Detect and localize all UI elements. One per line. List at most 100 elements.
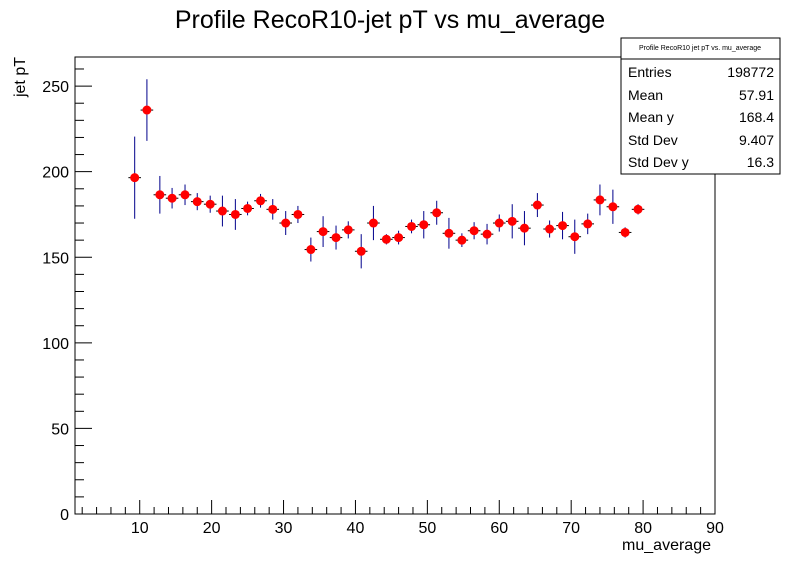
point-marker: [620, 227, 630, 237]
data-point: [518, 211, 531, 246]
data-point: [480, 223, 494, 245]
stats-label-std-dev: Std Dev: [628, 132, 678, 148]
stats-value-std-dev: 9.407: [739, 132, 774, 148]
data-point: [203, 195, 217, 213]
data-point: [128, 136, 141, 219]
data-point: [568, 219, 582, 254]
x-tick-label: 90: [706, 520, 724, 537]
data-point: [165, 187, 179, 209]
point-marker: [130, 173, 140, 183]
data-point: [329, 225, 343, 250]
stats-label-std-dev-y: Std Dev y: [628, 154, 689, 170]
point-marker: [608, 202, 618, 212]
point-marker: [205, 199, 215, 209]
data-point: [279, 211, 292, 236]
point-marker: [570, 232, 580, 242]
point-marker: [192, 197, 202, 207]
point-marker: [545, 224, 555, 234]
data-point: [140, 79, 154, 141]
stats-box: Profile RecoR10 jet pT vs. mu_average En…: [620, 37, 781, 175]
point-marker: [558, 221, 568, 231]
x-tick-label: 80: [634, 520, 652, 537]
data-point: [618, 227, 632, 238]
data-point: [543, 220, 556, 238]
point-marker: [293, 209, 303, 219]
point-marker: [268, 204, 278, 214]
y-tick-label: 100: [42, 336, 69, 353]
point-marker: [142, 105, 152, 115]
point-marker: [281, 218, 291, 228]
point-marker: [217, 206, 227, 216]
data-point: [266, 199, 280, 220]
axis-tick-labels: 10 20 30 40 50 60 70 80 90 0 50 100 150 200 250: [42, 79, 724, 537]
data-point: [430, 200, 443, 225]
x-axis-label: mu_average: [622, 537, 711, 554]
data-point: [190, 193, 204, 211]
data-point: [442, 217, 456, 249]
point-marker: [432, 208, 442, 218]
point-marker: [407, 221, 417, 231]
stats-box-title: Profile RecoR10 jet pT vs. mu_average: [639, 45, 761, 52]
stats-label-entries: Entries: [628, 64, 672, 80]
point-marker: [633, 204, 643, 214]
point-marker: [457, 235, 467, 245]
point-marker: [444, 228, 454, 238]
data-point: [178, 184, 192, 206]
axis-ticks: [75, 68, 716, 515]
point-marker: [394, 233, 404, 243]
data-point: [631, 204, 645, 215]
point-marker: [318, 227, 328, 237]
x-tick-label: 20: [203, 520, 221, 537]
data-point: [467, 222, 481, 240]
point-marker: [381, 234, 391, 244]
point-marker: [167, 193, 177, 203]
data-point: [316, 216, 330, 247]
y-tick-label: 250: [42, 79, 69, 96]
point-marker: [180, 190, 190, 200]
x-tick-label: 30: [275, 520, 293, 537]
point-marker: [331, 233, 341, 243]
data-point: [593, 184, 607, 216]
stats-value-mean-y: 168.4: [739, 109, 774, 125]
point-marker: [155, 190, 165, 200]
point-marker: [368, 218, 378, 228]
point-marker: [583, 219, 593, 229]
data-point: [304, 237, 318, 262]
point-marker: [419, 220, 429, 230]
data-point: [405, 219, 418, 234]
x-tick-label: 40: [347, 520, 365, 537]
x-tick-label: 50: [418, 520, 436, 537]
point-marker: [494, 218, 504, 228]
point-marker: [519, 223, 529, 233]
point-marker: [595, 195, 605, 205]
y-tick-label: 0: [60, 507, 69, 524]
point-marker: [507, 216, 517, 226]
data-points: [128, 79, 645, 269]
y-axis-label: jet pT: [12, 57, 29, 98]
stats-value-entries: 198772: [727, 64, 774, 80]
stats-label-mean-y: Mean y: [628, 109, 674, 125]
data-point: [606, 189, 620, 224]
data-point: [531, 193, 544, 218]
data-point: [354, 234, 368, 269]
stats-value-mean: 57.91: [739, 87, 774, 103]
plot-frame: [74, 56, 716, 515]
point-marker: [230, 209, 240, 219]
y-tick-label: 50: [51, 421, 69, 438]
x-tick-label: 70: [562, 520, 580, 537]
point-marker: [532, 200, 542, 210]
data-point: [291, 205, 305, 224]
data-point: [341, 221, 355, 239]
point-marker: [356, 246, 366, 256]
point-marker: [256, 196, 266, 206]
data-point: [392, 230, 405, 245]
stats-label-mean: Mean: [628, 87, 663, 103]
y-tick-label: 150: [42, 250, 69, 267]
point-marker: [469, 226, 479, 236]
chart-title: Profile RecoR10-jet pT vs mu_average: [175, 6, 605, 34]
point-marker: [343, 225, 353, 235]
data-point: [556, 211, 569, 240]
point-marker: [482, 229, 492, 239]
